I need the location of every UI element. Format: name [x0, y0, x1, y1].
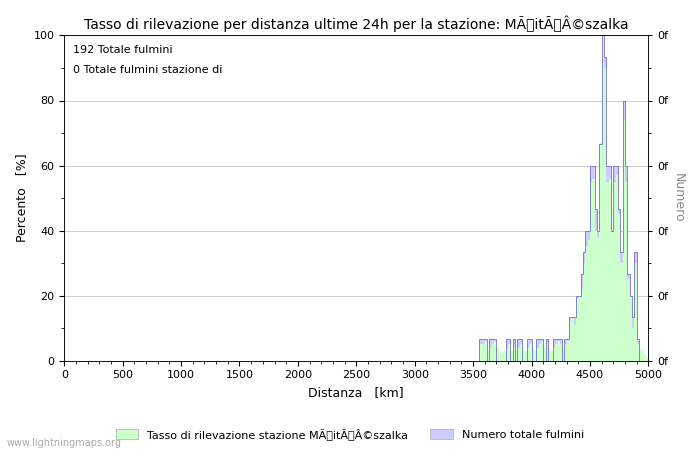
Y-axis label: Numero: Numero	[672, 173, 685, 223]
Title: Tasso di rilevazione per distanza ultime 24h per la stazione: MÃitÃÂ©szalka: Tasso di rilevazione per distanza ultime…	[84, 15, 629, 32]
Legend: Tasso di rilevazione stazione MÃitÃÂ©szalka, Numero totale fulmini: Tasso di rilevazione stazione MÃitÃÂ©s…	[112, 423, 588, 445]
Y-axis label: Percento   [%]: Percento [%]	[15, 154, 28, 243]
Text: www.lightningmaps.org: www.lightningmaps.org	[7, 438, 122, 448]
X-axis label: Distanza   [km]: Distanza [km]	[309, 386, 404, 399]
Text: 192 Totale fulmini: 192 Totale fulmini	[73, 45, 173, 55]
Text: 0 Totale fulmini stazione di: 0 Totale fulmini stazione di	[73, 65, 223, 75]
